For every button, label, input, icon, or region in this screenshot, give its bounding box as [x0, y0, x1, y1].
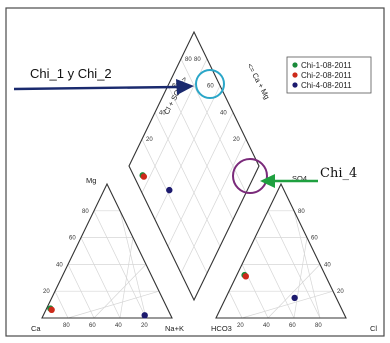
tick-label-anion-right: 80	[298, 209, 305, 215]
tick-label-anion-bottom: 20	[237, 323, 244, 329]
point-cation-chi-2-08-2011	[48, 306, 55, 314]
tick-label-cation-bottom: 40	[115, 323, 122, 329]
axis-label-mg: Mg	[86, 176, 96, 185]
anion-gridline	[228, 291, 243, 319]
tick-label-diamond-left: 40	[159, 110, 166, 116]
axis-label-cl-so4: Cl + SO4 =>	[162, 75, 190, 116]
cation-gridline	[93, 264, 147, 319]
anion-triangle	[215, 182, 347, 319]
tick-label-diamond-right: 60	[207, 84, 214, 90]
legend-label-chi-2: Chi-2-08-2011	[301, 71, 352, 80]
legend-marker-chi-1	[292, 62, 298, 68]
annotation-chi-4: Chi_4	[320, 166, 357, 181]
grid-layer	[54, 58, 334, 319]
highlight-circle-chi-4	[232, 158, 268, 194]
diamond-gridline	[180, 139, 247, 274]
tick-label-cation-left: 40	[56, 262, 63, 268]
tick-label-cation-left: 60	[69, 236, 76, 242]
axis-label-hco3: HCO3	[211, 324, 232, 333]
axis-label-nak: Na+K	[165, 324, 184, 333]
axis-label-so4: SO4	[292, 174, 307, 183]
arrow-chi-4	[260, 174, 318, 188]
arrow-chi-1-2	[13, 79, 194, 95]
tick-label-cation-left: 20	[43, 289, 50, 295]
diamond-gridline	[180, 58, 247, 193]
cation-gridline	[67, 264, 95, 319]
anion-gridline	[267, 264, 321, 319]
highlight-circle-chi-1-2	[195, 69, 225, 99]
cation-gridline	[80, 237, 121, 319]
tick-label-cation-bottom: 60	[89, 323, 96, 329]
point-anion-chi-4-08-2011	[291, 294, 298, 302]
legend-marker-chi-4	[292, 82, 298, 88]
anion-gridline	[267, 210, 321, 319]
cation-triangle	[41, 182, 173, 319]
tick-label-anion-right: 20	[337, 289, 344, 295]
axis-label-cl: Cl	[370, 324, 377, 333]
tick-label-cation-bottom: 20	[141, 323, 148, 329]
tick-label-diamond-left: 20	[146, 137, 153, 143]
legend: Chi-1-08-2011 Chi-2-08-2011 Chi-4-08-201…	[286, 56, 372, 94]
tick-label-diamond-left: 80	[185, 57, 192, 63]
diamond-field	[128, 30, 260, 302]
diamond-gridline	[167, 85, 234, 220]
tick-label-anion-bottom: 40	[263, 323, 270, 329]
tick-label-diamond-right: 20	[233, 137, 240, 143]
annotation-chi-1-2: Chi_1 y Chi_2	[30, 66, 112, 81]
cation-gridline	[119, 210, 147, 319]
anion-gridline	[293, 210, 321, 319]
point-layer	[47, 172, 298, 319]
diamond-gridline	[154, 112, 221, 247]
tick-label-anion-bottom: 80	[315, 323, 322, 329]
tick-label-cation-left: 80	[82, 209, 89, 215]
tick-label-anion-right: 40	[324, 262, 331, 268]
tick-label-cation-bottom: 80	[63, 323, 70, 329]
tick-label-diamond-right: 40	[220, 110, 227, 116]
tick-label-diamond-right: 80	[194, 57, 201, 63]
point-cation-chi-4-08-2011	[141, 312, 148, 319]
diamond-gridline	[141, 139, 208, 274]
figure-frame	[5, 7, 385, 337]
point-anion-chi-2-08-2011	[242, 273, 249, 280]
legend-marker-chi-2	[292, 72, 298, 78]
axis-label-ca: Ca	[31, 324, 41, 333]
point-diamond-chi-2-08-2011	[140, 173, 148, 180]
legend-label-chi-4: Chi-4-08-2011	[301, 81, 352, 90]
shape-layer	[41, 30, 347, 319]
diamond-gridline	[154, 85, 221, 220]
cation-gridline	[54, 291, 69, 319]
tick-label-anion-bottom: 60	[289, 323, 296, 329]
legend-label-chi-1: Chi-1-08-2011	[301, 61, 352, 70]
axis-label-ca-mg: <= Ca + Mg	[245, 62, 271, 101]
cation-gridline	[93, 210, 147, 319]
diamond-gridline	[167, 112, 234, 247]
legend-box	[286, 56, 372, 94]
tick-label-anion-right: 60	[311, 236, 318, 242]
point-diamond-chi-4-08-2011	[166, 186, 173, 194]
anion-gridline	[254, 237, 295, 319]
